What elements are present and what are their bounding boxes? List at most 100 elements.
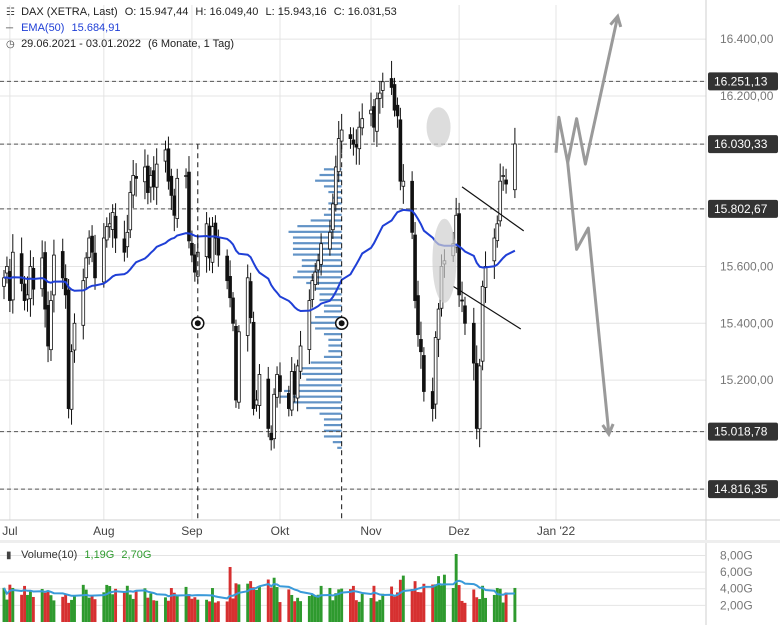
volume-bar [481, 585, 485, 622]
volume-bar [340, 588, 344, 622]
price-level-label: 16.251,13 [714, 74, 768, 88]
ema-line [3, 208, 516, 313]
volume-bar [354, 600, 358, 622]
candle-body [66, 289, 71, 409]
volume-bar [266, 579, 270, 622]
volume-bar [398, 579, 402, 622]
volume-bar [410, 589, 414, 622]
volume-bar [249, 581, 253, 622]
candle-body [319, 243, 323, 265]
candle-body [128, 192, 133, 231]
volume-bar [196, 599, 200, 622]
price-level-badge [708, 480, 778, 499]
candle-body [272, 393, 276, 440]
date-tick-label: Dez [448, 524, 469, 538]
volume-bar [478, 599, 482, 622]
candle-body [307, 300, 312, 350]
candle-body [286, 393, 291, 409]
volume-bar [11, 587, 15, 622]
volume-bar [475, 597, 479, 622]
volume-bar [413, 581, 417, 622]
candle-body [72, 322, 77, 351]
candle-body [513, 143, 517, 191]
candle-body [419, 339, 423, 353]
volume-profile-bar [319, 412, 342, 415]
volume-profile-bar [301, 264, 342, 268]
event-marker-dot [338, 320, 345, 327]
price-level-label: 15.802,67 [714, 202, 768, 216]
candle-body [471, 322, 476, 364]
volume-profile-bar [292, 236, 342, 239]
close-label: C: [333, 6, 345, 18]
volume-bar [275, 587, 279, 622]
candle-body [339, 129, 344, 142]
candle-body [457, 213, 461, 296]
candle-body [422, 355, 426, 392]
volume-bar [378, 599, 382, 622]
volume-bar [125, 585, 129, 622]
candle-body [251, 321, 256, 409]
candle-body [495, 223, 500, 242]
candle-body [463, 305, 467, 324]
candle-body [125, 231, 130, 248]
projection-arrowhead [601, 423, 615, 438]
projection-path [566, 162, 611, 435]
candle-body [480, 285, 485, 362]
volume-profile-bar [323, 418, 342, 421]
candle-body [113, 215, 118, 239]
volume-profile-bar [292, 242, 342, 245]
volume-bar [122, 591, 126, 622]
candle-body [354, 144, 359, 148]
event-marker-dot [194, 320, 201, 327]
candle-body [110, 212, 115, 230]
candle-body [266, 378, 271, 429]
candlestick-icon: ☷ [6, 7, 15, 18]
close-value: 16.031,53 [347, 6, 397, 18]
candle-body [63, 278, 68, 296]
volume-bar [28, 591, 32, 622]
candle-body [22, 283, 27, 301]
volume-bar [84, 589, 88, 622]
volume-bar [81, 584, 85, 622]
candle-body [19, 253, 24, 284]
volume-bar [349, 589, 352, 622]
volume-bar [498, 588, 502, 622]
candle-body [228, 276, 232, 299]
volume-bar [26, 594, 29, 622]
volume-bar [155, 600, 159, 622]
volume-bar [31, 596, 35, 622]
projection-arrowhead [609, 13, 623, 28]
volume-bar [393, 596, 396, 622]
date-tick-label: Nov [360, 524, 381, 538]
volume-bar [351, 585, 355, 622]
candle-body [60, 251, 65, 279]
volume-profile-bar [323, 304, 342, 307]
volume-profile-bar [310, 361, 342, 364]
ohlc-header: ☷ DAX (XETRA, Last) O: 15.947,44 H: 16.0… [6, 6, 397, 18]
volume-bar [164, 597, 167, 622]
ema-header: ─ EMA(50) 15.684,91 [6, 22, 120, 34]
high-value: 16.049,40 [209, 6, 259, 18]
volume-profile-bar [306, 406, 342, 410]
volume-profile-bar [315, 287, 342, 290]
candle-body [310, 280, 315, 300]
volume-bar [278, 602, 282, 622]
candle-body [416, 295, 420, 336]
candle-body [257, 374, 262, 406]
volume-bar [193, 597, 197, 622]
candle-body [474, 363, 479, 429]
volume-bar [190, 598, 194, 622]
price-level-badge [708, 199, 778, 218]
channel-upper-line [461, 186, 525, 232]
volume-bar [419, 592, 423, 622]
volume-bar [228, 566, 232, 622]
candle-body [380, 81, 385, 91]
pane-divider [0, 540, 780, 543]
volume-bar [437, 576, 441, 622]
candle-body [166, 148, 171, 182]
candle-body [375, 98, 379, 132]
candle-body [84, 257, 89, 279]
volume-bar [64, 593, 68, 622]
candle-body [225, 255, 229, 282]
